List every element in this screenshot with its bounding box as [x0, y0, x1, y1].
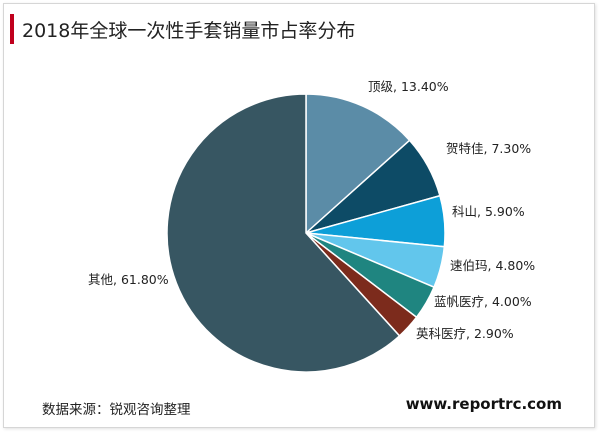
- slice-label-3: 科山, 5.90%: [452, 204, 525, 219]
- pie-slice-7: [166, 93, 401, 373]
- slice-label-4: 速伯玛, 4.80%: [450, 258, 535, 273]
- slice-label-1: 顶级, 13.40%: [368, 79, 449, 94]
- data-source: 数据来源：锐观咨询整理: [42, 402, 191, 418]
- website-watermark: www.reportrc.com: [405, 395, 562, 413]
- slice-label-5: 蓝帆医疗, 4.00%: [434, 294, 532, 309]
- pie-slice-1: [305, 93, 411, 235]
- slice-label-2: 贺特佳, 7.30%: [446, 141, 531, 156]
- title-accent-bar: [10, 14, 14, 44]
- slice-label-7: 其他, 61.80%: [88, 272, 169, 287]
- chart-frame: [3, 3, 595, 428]
- chart-title: 2018年全球一次性手套销量市占率分布: [22, 20, 356, 42]
- slice-label-6: 英科医疗, 2.90%: [416, 326, 514, 341]
